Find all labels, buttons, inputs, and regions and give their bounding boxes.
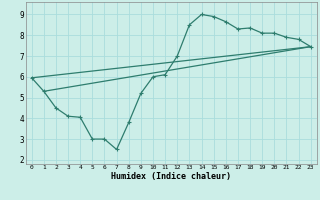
X-axis label: Humidex (Indice chaleur): Humidex (Indice chaleur)	[111, 172, 231, 181]
